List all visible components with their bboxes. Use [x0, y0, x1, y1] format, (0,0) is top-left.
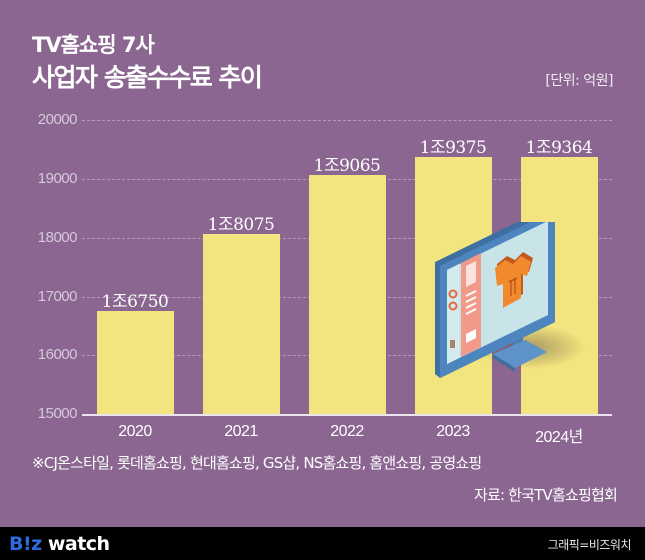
unit-label: [단위: 억원]	[545, 73, 613, 89]
y-tick-label: 16000	[37, 346, 78, 363]
gridline	[82, 120, 612, 121]
y-tick-label: 18000	[37, 229, 78, 246]
y-tick-label: 20000	[37, 111, 78, 128]
bar-2022	[309, 175, 386, 414]
footnote: ※CJ온스타일, 롯데홈쇼핑, 현대홈쇼핑, GS샵, NS홈쇼핑, 홈앤쇼핑,…	[32, 454, 482, 472]
y-tick-label: 17000	[37, 288, 78, 305]
bar-value-label: 1조9375	[419, 138, 487, 158]
x-tick-label: 2021	[224, 423, 258, 440]
bar-value-label: 1조9065	[313, 156, 381, 176]
bar-chart: 20000 19000 18000 17000 16000 15000 1조67…	[37, 111, 612, 446]
source-label: 자료: 한국TV홈쇼핑협회	[473, 486, 618, 504]
bar-value-label: 1조9364	[525, 138, 593, 158]
x-tick-label: 2024년	[535, 429, 583, 446]
footer-bar: B!z watch 그래픽=비즈워치	[0, 527, 645, 560]
x-tick-label: 2023	[436, 423, 470, 440]
logo-biz: B!z	[9, 533, 42, 555]
y-tick-label: 15000	[37, 405, 78, 422]
chart-title-line2: 사업자 송출수수료 추이	[32, 63, 263, 92]
monitor-shopping-icon	[435, 222, 585, 378]
bar-value-label: 1조6750	[101, 292, 169, 312]
bar-value-label: 1조8075	[207, 215, 275, 235]
y-tick-label: 19000	[37, 170, 78, 187]
x-axis-line	[82, 414, 612, 416]
bizwatch-logo: B!z watch	[9, 533, 110, 555]
graphic-credit: 그래픽=비즈워치	[547, 538, 632, 552]
x-tick-label: 2022	[330, 423, 364, 440]
x-tick-label: 2020	[118, 423, 152, 440]
bar-2020	[97, 311, 174, 414]
chart-title-line1: TV홈쇼핑 7사	[32, 33, 155, 57]
logo-watch: watch	[41, 533, 110, 555]
bar-2021	[203, 234, 280, 414]
